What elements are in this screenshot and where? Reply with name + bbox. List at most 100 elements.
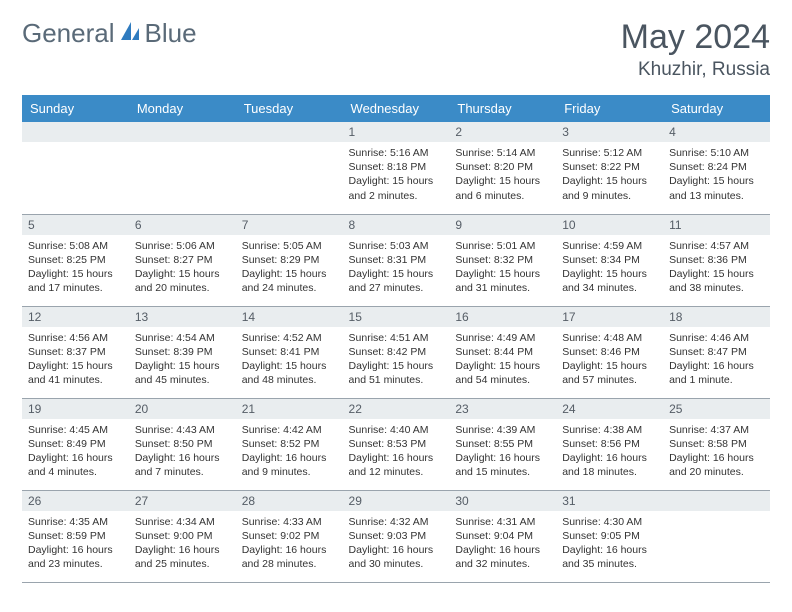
day-content: Sunrise: 4:39 AMSunset: 8:55 PMDaylight:… — [449, 419, 556, 486]
day-number: 4 — [663, 122, 770, 142]
calendar-day-cell: 13Sunrise: 4:54 AMSunset: 8:39 PMDayligh… — [129, 306, 236, 398]
calendar-day-cell: 3Sunrise: 5:12 AMSunset: 8:22 PMDaylight… — [556, 122, 663, 214]
day-number: 9 — [449, 215, 556, 235]
day-number: 25 — [663, 399, 770, 419]
day-number: 28 — [236, 491, 343, 511]
calendar-header-row: SundayMondayTuesdayWednesdayThursdayFrid… — [22, 95, 770, 122]
calendar-day-cell: 22Sunrise: 4:40 AMSunset: 8:53 PMDayligh… — [343, 398, 450, 490]
location: Khuzhir, Russia — [621, 59, 770, 81]
day-number: 11 — [663, 215, 770, 235]
day-content: Sunrise: 4:51 AMSunset: 8:42 PMDaylight:… — [343, 327, 450, 394]
day-number — [236, 122, 343, 142]
calendar-day-cell: 16Sunrise: 4:49 AMSunset: 8:44 PMDayligh… — [449, 306, 556, 398]
title-block: May 2024 Khuzhir, Russia — [621, 18, 770, 81]
logo-text-general: General — [22, 18, 115, 49]
day-content: Sunrise: 4:38 AMSunset: 8:56 PMDaylight:… — [556, 419, 663, 486]
day-content: Sunrise: 4:49 AMSunset: 8:44 PMDaylight:… — [449, 327, 556, 394]
calendar-day-cell: 18Sunrise: 4:46 AMSunset: 8:47 PMDayligh… — [663, 306, 770, 398]
day-content: Sunrise: 4:59 AMSunset: 8:34 PMDaylight:… — [556, 235, 663, 302]
day-number: 5 — [22, 215, 129, 235]
day-content: Sunrise: 5:16 AMSunset: 8:18 PMDaylight:… — [343, 142, 450, 209]
day-content: Sunrise: 4:31 AMSunset: 9:04 PMDaylight:… — [449, 511, 556, 578]
day-content: Sunrise: 5:03 AMSunset: 8:31 PMDaylight:… — [343, 235, 450, 302]
day-number: 12 — [22, 307, 129, 327]
day-content: Sunrise: 5:01 AMSunset: 8:32 PMDaylight:… — [449, 235, 556, 302]
calendar-day-cell: 17Sunrise: 4:48 AMSunset: 8:46 PMDayligh… — [556, 306, 663, 398]
day-number: 17 — [556, 307, 663, 327]
day-number: 24 — [556, 399, 663, 419]
calendar-day-cell: 19Sunrise: 4:45 AMSunset: 8:49 PMDayligh… — [22, 398, 129, 490]
calendar-day-cell: 2Sunrise: 5:14 AMSunset: 8:20 PMDaylight… — [449, 122, 556, 214]
calendar-day-cell: 15Sunrise: 4:51 AMSunset: 8:42 PMDayligh… — [343, 306, 450, 398]
calendar-day-cell: 30Sunrise: 4:31 AMSunset: 9:04 PMDayligh… — [449, 490, 556, 582]
calendar-day-cell: 27Sunrise: 4:34 AMSunset: 9:00 PMDayligh… — [129, 490, 236, 582]
header: General Blue May 2024 Khuzhir, Russia — [22, 18, 770, 81]
day-number: 2 — [449, 122, 556, 142]
day-content: Sunrise: 4:40 AMSunset: 8:53 PMDaylight:… — [343, 419, 450, 486]
weekday-header: Thursday — [449, 95, 556, 122]
calendar-day-cell: 14Sunrise: 4:52 AMSunset: 8:41 PMDayligh… — [236, 306, 343, 398]
day-number: 23 — [449, 399, 556, 419]
month-year: May 2024 — [621, 18, 770, 57]
day-content: Sunrise: 5:12 AMSunset: 8:22 PMDaylight:… — [556, 142, 663, 209]
calendar-day-cell: 1Sunrise: 5:16 AMSunset: 8:18 PMDaylight… — [343, 122, 450, 214]
day-number: 26 — [22, 491, 129, 511]
day-content: Sunrise: 5:08 AMSunset: 8:25 PMDaylight:… — [22, 235, 129, 302]
day-number: 18 — [663, 307, 770, 327]
day-content: Sunrise: 4:54 AMSunset: 8:39 PMDaylight:… — [129, 327, 236, 394]
day-number: 1 — [343, 122, 450, 142]
day-number: 30 — [449, 491, 556, 511]
day-number: 19 — [22, 399, 129, 419]
day-number: 10 — [556, 215, 663, 235]
day-content: Sunrise: 4:30 AMSunset: 9:05 PMDaylight:… — [556, 511, 663, 578]
day-content: Sunrise: 4:34 AMSunset: 9:00 PMDaylight:… — [129, 511, 236, 578]
calendar-week-row: 12Sunrise: 4:56 AMSunset: 8:37 PMDayligh… — [22, 306, 770, 398]
day-content: Sunrise: 5:14 AMSunset: 8:20 PMDaylight:… — [449, 142, 556, 209]
sail-icon — [119, 20, 141, 47]
day-number: 21 — [236, 399, 343, 419]
day-content: Sunrise: 4:43 AMSunset: 8:50 PMDaylight:… — [129, 419, 236, 486]
logo-text-blue: Blue — [145, 18, 197, 49]
day-number — [129, 122, 236, 142]
calendar-day-cell: 5Sunrise: 5:08 AMSunset: 8:25 PMDaylight… — [22, 214, 129, 306]
calendar-week-row: 5Sunrise: 5:08 AMSunset: 8:25 PMDaylight… — [22, 214, 770, 306]
day-number: 15 — [343, 307, 450, 327]
weekday-header: Tuesday — [236, 95, 343, 122]
calendar-day-cell: 31Sunrise: 4:30 AMSunset: 9:05 PMDayligh… — [556, 490, 663, 582]
day-content: Sunrise: 5:10 AMSunset: 8:24 PMDaylight:… — [663, 142, 770, 209]
weekday-header: Friday — [556, 95, 663, 122]
day-number: 13 — [129, 307, 236, 327]
day-content: Sunrise: 5:05 AMSunset: 8:29 PMDaylight:… — [236, 235, 343, 302]
day-number: 16 — [449, 307, 556, 327]
calendar-day-cell: 7Sunrise: 5:05 AMSunset: 8:29 PMDaylight… — [236, 214, 343, 306]
calendar-day-cell: 23Sunrise: 4:39 AMSunset: 8:55 PMDayligh… — [449, 398, 556, 490]
day-number: 7 — [236, 215, 343, 235]
day-number: 27 — [129, 491, 236, 511]
day-number: 22 — [343, 399, 450, 419]
day-content: Sunrise: 4:35 AMSunset: 8:59 PMDaylight:… — [22, 511, 129, 578]
calendar-day-cell: 12Sunrise: 4:56 AMSunset: 8:37 PMDayligh… — [22, 306, 129, 398]
logo: General Blue — [22, 18, 197, 49]
calendar-day-cell: 11Sunrise: 4:57 AMSunset: 8:36 PMDayligh… — [663, 214, 770, 306]
day-content: Sunrise: 5:06 AMSunset: 8:27 PMDaylight:… — [129, 235, 236, 302]
calendar-table: SundayMondayTuesdayWednesdayThursdayFrid… — [22, 95, 770, 583]
calendar-day-cell: 28Sunrise: 4:33 AMSunset: 9:02 PMDayligh… — [236, 490, 343, 582]
calendar-day-cell — [129, 122, 236, 214]
day-content: Sunrise: 4:42 AMSunset: 8:52 PMDaylight:… — [236, 419, 343, 486]
calendar-day-cell: 9Sunrise: 5:01 AMSunset: 8:32 PMDaylight… — [449, 214, 556, 306]
calendar-week-row: 19Sunrise: 4:45 AMSunset: 8:49 PMDayligh… — [22, 398, 770, 490]
day-content: Sunrise: 4:37 AMSunset: 8:58 PMDaylight:… — [663, 419, 770, 486]
calendar-day-cell: 6Sunrise: 5:06 AMSunset: 8:27 PMDaylight… — [129, 214, 236, 306]
day-number: 14 — [236, 307, 343, 327]
day-number: 6 — [129, 215, 236, 235]
day-number — [22, 122, 129, 142]
calendar-week-row: 26Sunrise: 4:35 AMSunset: 8:59 PMDayligh… — [22, 490, 770, 582]
day-number: 20 — [129, 399, 236, 419]
weekday-header: Wednesday — [343, 95, 450, 122]
day-number: 29 — [343, 491, 450, 511]
weekday-header: Monday — [129, 95, 236, 122]
calendar-day-cell: 24Sunrise: 4:38 AMSunset: 8:56 PMDayligh… — [556, 398, 663, 490]
calendar-day-cell: 29Sunrise: 4:32 AMSunset: 9:03 PMDayligh… — [343, 490, 450, 582]
calendar-day-cell: 4Sunrise: 5:10 AMSunset: 8:24 PMDaylight… — [663, 122, 770, 214]
day-content: Sunrise: 4:45 AMSunset: 8:49 PMDaylight:… — [22, 419, 129, 486]
